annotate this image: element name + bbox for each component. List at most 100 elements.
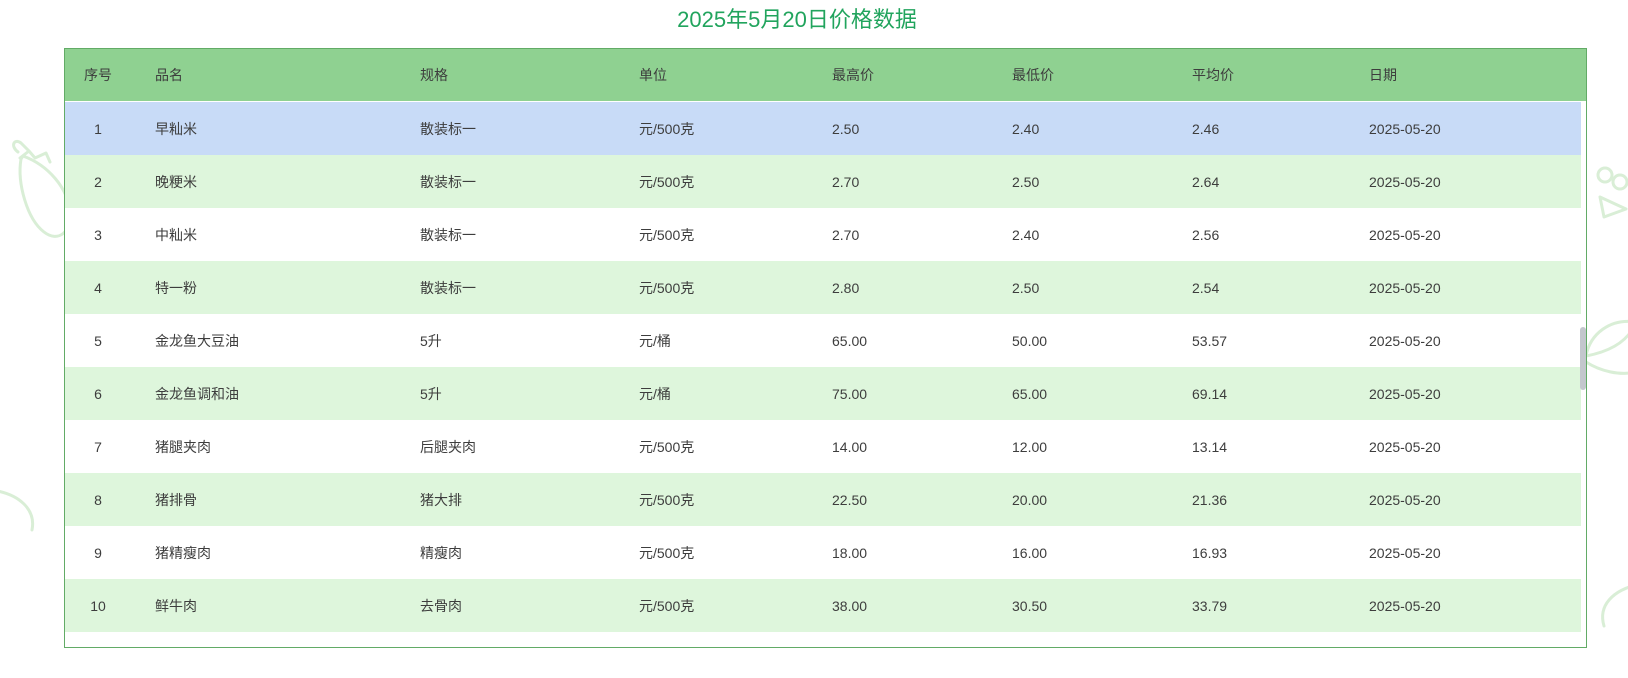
cell-unit: 元/500克	[639, 226, 695, 243]
cell-spec: 散装标一	[420, 279, 476, 296]
cell-no: 4	[94, 279, 102, 296]
vine-decoration-icon	[0, 490, 35, 532]
cell-high: 2.70	[832, 173, 860, 190]
cell-spec: 散装标一	[420, 226, 476, 243]
cell-unit: 元/500克	[639, 544, 695, 561]
cell-name: 猪精瘦肉	[155, 544, 211, 561]
scrollbar-thumb[interactable]	[1580, 327, 1586, 390]
cell-spec: 去骨肉	[420, 597, 462, 614]
table-row[interactable]: 9 猪精瘦肉 精瘦肉 元/500克 18.00 16.00 16.93 2025-05-20	[65, 526, 1581, 579]
cell-low: 12.00	[1012, 438, 1048, 455]
cell-date: 2025-05-20	[1369, 173, 1441, 190]
eggplant-decoration-icon	[12, 139, 72, 238]
cell-no: 7	[94, 438, 102, 455]
cell-high: 2.70	[832, 226, 860, 243]
cell-avg: 53.57	[1192, 332, 1228, 349]
cell-high: 18.00	[832, 544, 868, 561]
cell-high: 22.50	[832, 491, 868, 508]
cell-no: 9	[94, 544, 102, 561]
cell-low: 2.50	[1012, 173, 1040, 190]
cell-date: 2025-05-20	[1369, 438, 1441, 455]
cell-no: 3	[94, 226, 102, 243]
cell-avg: 33.79	[1192, 597, 1228, 614]
col-header-no: 序号	[84, 67, 112, 83]
table-row[interactable]: 3 中籼米 散装标一 元/500克 2.70 2.40 2.56 2025-05-20	[65, 208, 1581, 261]
cell-unit: 元/桶	[639, 332, 671, 349]
cell-unit: 元/桶	[639, 385, 671, 402]
table-row[interactable]: 6 金龙鱼调和油 5升 元/桶 75.00 65.00 69.14 2025-05-20	[65, 367, 1581, 420]
cell-name: 猪腿夹肉	[155, 438, 211, 455]
cell-low: 2.40	[1012, 226, 1040, 243]
cell-unit: 元/500克	[639, 491, 695, 508]
table-row[interactable]: 5 金龙鱼大豆油 5升 元/桶 65.00 50.00 53.57 2025-05-20	[65, 314, 1581, 367]
cell-date: 2025-05-20	[1369, 120, 1441, 137]
cell-high: 2.80	[832, 279, 860, 296]
cell-name: 猪排骨	[155, 491, 197, 508]
cell-date: 2025-05-20	[1369, 332, 1441, 349]
cell-low: 2.40	[1012, 120, 1040, 137]
cell-name: 早籼米	[155, 120, 197, 137]
cell-no: 10	[90, 597, 106, 614]
cell-no: 8	[94, 491, 102, 508]
col-header-date: 日期	[1369, 67, 1397, 83]
cell-high: 14.00	[832, 438, 868, 455]
cell-unit: 元/500克	[639, 173, 695, 190]
cell-spec: 猪大排	[420, 491, 462, 508]
cell-no: 5	[94, 332, 102, 349]
cell-avg: 21.36	[1192, 491, 1228, 508]
cell-avg: 16.93	[1192, 544, 1228, 561]
col-header-high: 最高价	[832, 67, 874, 83]
cell-spec: 散装标一	[420, 120, 476, 137]
cell-avg: 13.14	[1192, 438, 1228, 455]
col-header-unit: 单位	[639, 67, 667, 83]
cell-avg: 2.54	[1192, 279, 1220, 296]
leaf-decoration-icon	[1584, 319, 1628, 375]
cell-high: 38.00	[832, 597, 868, 614]
page-title: 2025年5月20日价格数据	[677, 7, 917, 32]
cell-spec: 5升	[420, 332, 442, 349]
cell-name: 中籼米	[155, 226, 197, 243]
cell-unit: 元/500克	[639, 438, 695, 455]
cell-low: 65.00	[1012, 385, 1048, 402]
cell-no: 2	[94, 173, 102, 190]
cell-low: 20.00	[1012, 491, 1048, 508]
cell-high: 75.00	[832, 385, 868, 402]
cell-no: 6	[94, 385, 102, 402]
cell-date: 2025-05-20	[1369, 279, 1441, 296]
cell-name: 晚粳米	[155, 173, 197, 190]
cell-date: 2025-05-20	[1369, 385, 1441, 402]
table-row[interactable]: 10 鲜牛肉 去骨肉 元/500克 38.00 30.50 33.79 2025-05-20	[65, 579, 1581, 632]
cell-low: 50.00	[1012, 332, 1048, 349]
cell-avg: 2.56	[1192, 226, 1220, 243]
cell-no: 1	[94, 120, 102, 137]
price-table: 序号 品名 规格 单位 最高价 最低价 平均价 日期 1 早籼米 散装标一 元/500…	[64, 48, 1587, 648]
cell-name: 特一粉	[155, 279, 197, 296]
cell-avg: 2.64	[1192, 173, 1220, 190]
table-header: 序号 品名 规格 单位 最高价 最低价 平均价 日期	[65, 49, 1586, 102]
cell-low: 2.50	[1012, 279, 1040, 296]
cell-date: 2025-05-20	[1369, 226, 1441, 243]
cell-spec: 后腿夹肉	[420, 438, 476, 455]
cell-low: 30.50	[1012, 597, 1048, 614]
cell-date: 2025-05-20	[1369, 544, 1441, 561]
cell-spec: 散装标一	[420, 173, 476, 190]
table-row[interactable]: 2 晚粳米 散装标一 元/500克 2.70 2.50 2.64 2025-05-20	[65, 155, 1581, 208]
cell-name: 金龙鱼大豆油	[155, 332, 239, 349]
cell-avg: 69.14	[1192, 385, 1228, 402]
cell-name: 鲜牛肉	[155, 597, 197, 614]
col-header-low: 最低价	[1012, 67, 1054, 83]
table-row[interactable]: 7 猪腿夹肉 后腿夹肉 元/500克 14.00 12.00 13.14 2025-05-20	[65, 420, 1581, 473]
cell-low: 16.00	[1012, 544, 1048, 561]
table-row[interactable]: 1 早籼米 散装标一 元/500克 2.50 2.40 2.46 2025-05-20	[65, 102, 1581, 155]
cell-avg: 2.46	[1192, 120, 1220, 137]
radish-decoration-icon	[1596, 166, 1628, 219]
cell-name: 金龙鱼调和油	[155, 385, 239, 402]
cell-spec: 5升	[420, 385, 442, 402]
cell-unit: 元/500克	[639, 120, 695, 137]
cell-high: 65.00	[832, 332, 868, 349]
table-row[interactable]: 4 特一粉 散装标一 元/500克 2.80 2.50 2.54 2025-05-20	[65, 261, 1581, 314]
table-body: 1 早籼米 散装标一 元/500克 2.50 2.40 2.46 2025-05-20 2 晚粳米…	[65, 102, 1581, 632]
table-row[interactable]: 8 猪排骨 猪大排 元/500克 22.50 20.00 21.36 2025-05-20	[65, 473, 1581, 526]
col-header-spec: 规格	[420, 67, 448, 83]
cell-unit: 元/500克	[639, 597, 695, 614]
